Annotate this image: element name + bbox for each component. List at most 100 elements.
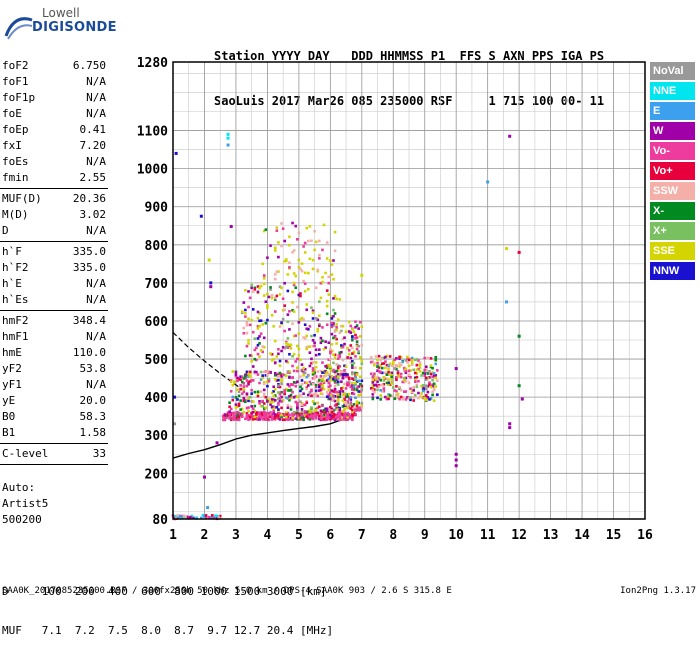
echo-point [270,398,274,401]
echo-point [286,337,290,340]
echo-point [398,357,401,361]
echo-point [300,262,304,265]
echo-point [352,412,356,416]
echo-point [311,338,315,342]
echo-point [407,396,411,400]
echo-point [300,316,304,320]
echo-point [250,413,253,417]
echo-point [319,296,323,300]
echo-point [258,412,261,415]
echo-point [310,306,313,309]
echo-point [244,373,247,377]
echo-point [280,406,283,410]
echo-point [248,323,252,327]
param-name: h`E [2,277,22,290]
echo-point [311,377,315,380]
echo-point [255,413,258,416]
echo-point [195,516,198,520]
echo-point-isolated [454,452,458,456]
echo-point [217,516,220,520]
echo-point [226,413,230,416]
echo-point [357,385,360,388]
echo-point [223,413,227,417]
echo-point [217,515,220,519]
echo-point [351,352,354,355]
echo-point [280,380,283,384]
echo-point [262,388,266,392]
echo-point [253,288,257,291]
echo-point [431,384,434,388]
echo-point [322,408,326,412]
echo-point [374,377,378,381]
echo-point [308,380,312,384]
echo-point [336,393,340,396]
echo-point [390,364,393,367]
echo-point [324,407,327,411]
echo-point [399,395,403,399]
param-name: MUF(D) [2,192,42,205]
param-value: 20.0 [79,394,107,407]
echo-point [357,409,360,412]
echo-point [284,341,288,345]
echo-point [248,415,252,419]
echo-point [278,399,282,403]
echo-point [431,366,434,370]
echo-point [332,398,335,402]
echo-point [376,361,379,365]
echo-point [410,390,414,394]
echo-point [351,384,354,387]
echo-point [234,406,238,409]
echo-point [281,308,285,312]
echo-point [229,407,233,411]
echo-point [278,391,282,394]
echo-point [283,308,287,312]
echo-point [248,374,252,378]
echo-point [325,391,329,394]
echo-point [396,392,400,396]
echo-point [340,417,343,420]
echo-point [398,397,401,401]
echo-point [410,357,414,361]
echo-point [417,367,420,371]
echo-point [333,417,337,421]
echo-point [351,383,354,387]
echo-point [286,406,290,410]
y-tick-label: 900 [145,201,169,216]
echo-point [308,417,312,420]
echo-point [313,414,316,418]
echo-point [340,387,343,390]
echo-point [338,417,342,421]
echo-point [294,412,298,415]
echo-point [233,411,236,415]
echo-point [308,257,312,261]
echo-point [264,374,268,377]
echo-point [380,356,384,360]
echo-point [360,379,364,383]
echo-point [347,412,351,416]
echo-point [436,369,439,372]
echo-point [310,406,313,409]
echo-point-isolated [209,281,213,285]
echo-point [351,408,354,412]
echo-point [244,289,247,292]
echo-point [423,374,427,377]
echo-point [360,359,364,362]
param-value: 20.36 [72,192,106,205]
echo-point [264,415,268,418]
echo-point [272,385,275,389]
echo-point [307,327,310,331]
echo-point [253,417,257,420]
echo-point [319,336,323,340]
echo-point [292,310,296,313]
echo-point [325,241,329,244]
echo-point [316,406,320,410]
echo-point [244,376,247,379]
echo-point [327,388,331,392]
legend-entry: X- [650,202,695,220]
echo-point [354,382,357,386]
echo-point [245,411,249,415]
echo-point [343,411,346,414]
echo-point [283,413,287,417]
echo-point [354,333,357,337]
echo-point [360,404,364,407]
